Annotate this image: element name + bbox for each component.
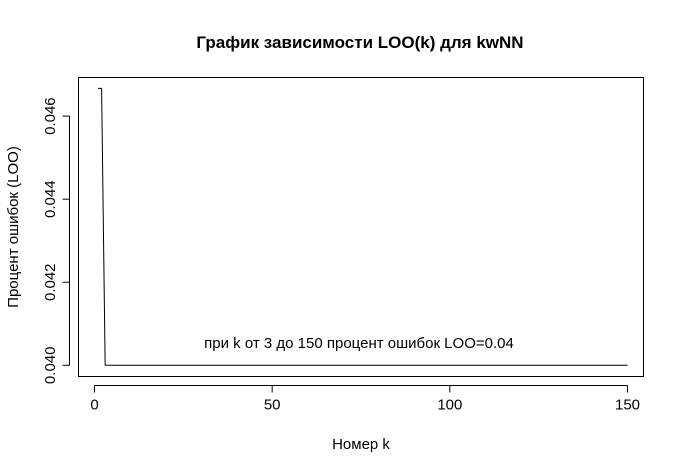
x-tick-label: 0 [90,397,98,414]
y-tick-label: 0.046 [42,97,59,135]
y-axis: 0.040 0.042 0.044 0.046 [42,97,70,384]
series-group [98,87,628,366]
x-axis: 0 50 100 150 [90,385,640,414]
x-tick-label: 150 [615,397,640,414]
x-tick-label: 100 [437,397,462,414]
y-tick-label: 0.040 [42,347,59,385]
chart-annotation: при k от 3 до 150 процент ошибок LOO=0.0… [204,335,514,352]
y-axis-label: Процент ошибок (LOO) [5,146,22,308]
y-tick-label: 0.044 [42,180,59,218]
y-tick-label: 0.042 [42,263,59,301]
x-tick-label: 50 [264,397,281,414]
chart-title: График зависимости LOO(k) для kwNN [196,33,523,52]
loo-series-line [98,87,628,366]
plot-frame [78,77,644,377]
x-axis-label: Номер k [332,436,390,453]
